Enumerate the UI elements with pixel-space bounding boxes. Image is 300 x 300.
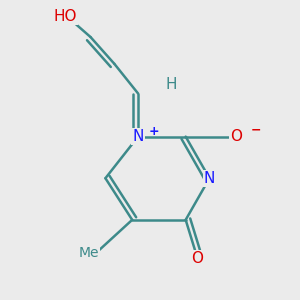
Text: −: − (250, 124, 261, 136)
Text: +: + (148, 125, 159, 138)
Text: Me: Me (79, 245, 99, 260)
Text: H: H (165, 77, 177, 92)
Text: HO: HO (53, 9, 77, 24)
Text: N: N (204, 171, 215, 186)
Text: N: N (132, 129, 144, 144)
Text: O: O (192, 251, 204, 266)
Text: O: O (230, 129, 242, 144)
